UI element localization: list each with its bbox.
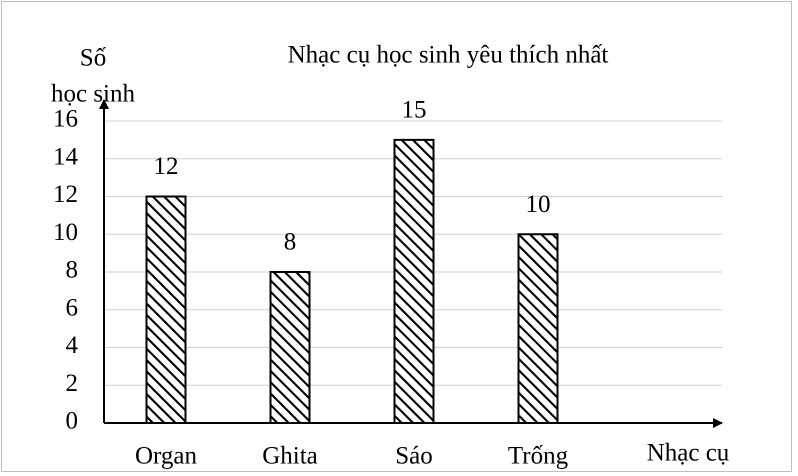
x-tick-label: Trống [508,443,569,470]
y-tick-label: 2 [66,370,79,397]
y-tick-label: 10 [53,219,78,246]
bar [145,195,187,424]
value-label: 15 [402,97,427,124]
value-label: 12 [154,153,179,180]
y-axis-label: học sinh [51,81,136,108]
x-tick-label: Sáo [395,443,433,470]
y-tick-label: 4 [66,332,79,359]
y-tick-label: 8 [66,257,79,284]
x-tick-label: Organ [135,443,198,470]
plot: 0 2 4 6 8 10 12 14 16 Organ 12 Ghita 8 Sáo 15 Trống 10 [53,97,722,470]
bar [269,271,311,424]
y-tick-label: 6 [66,294,79,321]
value-label: 8 [284,229,297,256]
y-tick-label: 12 [53,181,78,208]
x-tick-label: Ghita [262,443,318,470]
value-label: 10 [526,191,551,218]
bar [393,138,435,424]
y-axis-label: Số [80,45,107,72]
y-tick-label: 16 [53,106,78,133]
x-axis-label: Nhạc cụ [647,440,730,467]
y-tick-label: 0 [66,408,79,435]
bar [517,233,559,424]
chart-title: Nhạc cụ học sinh yêu thích nhất [288,42,609,69]
y-tick-label: 14 [53,143,79,170]
